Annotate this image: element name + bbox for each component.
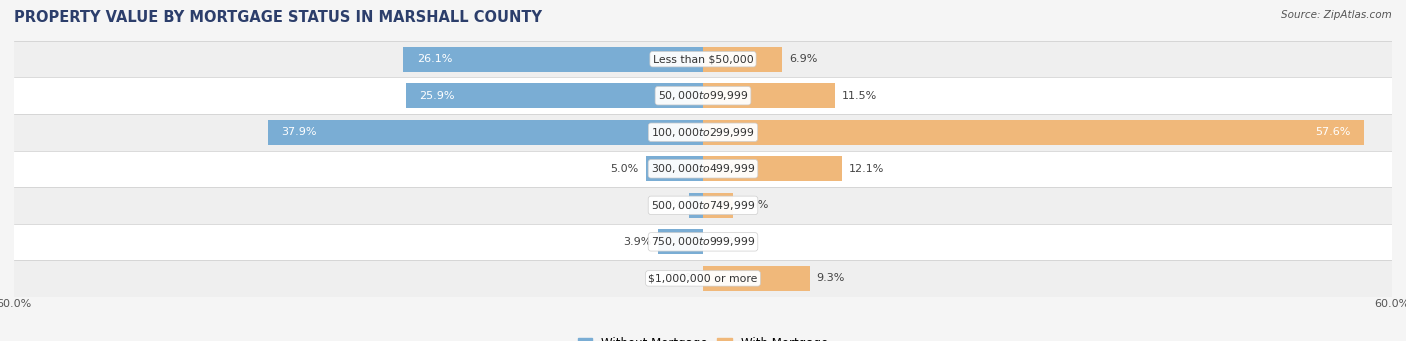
Text: 6.9%: 6.9% bbox=[789, 54, 817, 64]
Bar bbox=[658, 229, 703, 254]
Bar bbox=[703, 120, 1364, 145]
Bar bbox=[645, 157, 703, 181]
Text: $1,000,000 or more: $1,000,000 or more bbox=[648, 273, 758, 283]
Text: 12.1%: 12.1% bbox=[849, 164, 884, 174]
Text: 57.6%: 57.6% bbox=[1315, 127, 1351, 137]
Bar bbox=[14, 114, 1392, 150]
Text: Less than $50,000: Less than $50,000 bbox=[652, 54, 754, 64]
Text: $750,000 to $999,999: $750,000 to $999,999 bbox=[651, 235, 755, 248]
Text: 25.9%: 25.9% bbox=[419, 91, 456, 101]
Bar bbox=[703, 266, 810, 291]
Legend: Without Mortgage, With Mortgage: Without Mortgage, With Mortgage bbox=[574, 332, 832, 341]
Text: 11.5%: 11.5% bbox=[842, 91, 877, 101]
Text: 0.0%: 0.0% bbox=[668, 273, 696, 283]
Text: 9.3%: 9.3% bbox=[817, 273, 845, 283]
Text: 2.6%: 2.6% bbox=[740, 200, 768, 210]
Bar bbox=[14, 187, 1392, 224]
Bar bbox=[14, 150, 1392, 187]
Text: $300,000 to $499,999: $300,000 to $499,999 bbox=[651, 162, 755, 175]
Bar bbox=[703, 47, 782, 72]
Bar bbox=[703, 193, 733, 218]
Bar bbox=[267, 120, 703, 145]
Bar bbox=[703, 83, 835, 108]
Bar bbox=[14, 260, 1392, 297]
Text: 0.0%: 0.0% bbox=[710, 237, 738, 247]
Bar bbox=[703, 157, 842, 181]
Bar bbox=[689, 193, 703, 218]
Text: $50,000 to $99,999: $50,000 to $99,999 bbox=[658, 89, 748, 102]
Bar bbox=[14, 77, 1392, 114]
Bar bbox=[14, 224, 1392, 260]
Text: Source: ZipAtlas.com: Source: ZipAtlas.com bbox=[1281, 10, 1392, 20]
Text: 3.9%: 3.9% bbox=[623, 237, 651, 247]
Text: 37.9%: 37.9% bbox=[281, 127, 318, 137]
Text: PROPERTY VALUE BY MORTGAGE STATUS IN MARSHALL COUNTY: PROPERTY VALUE BY MORTGAGE STATUS IN MAR… bbox=[14, 10, 543, 25]
Bar bbox=[404, 47, 703, 72]
Text: $100,000 to $299,999: $100,000 to $299,999 bbox=[651, 126, 755, 139]
Bar bbox=[14, 41, 1392, 77]
Bar bbox=[405, 83, 703, 108]
Text: $500,000 to $749,999: $500,000 to $749,999 bbox=[651, 199, 755, 212]
Text: 5.0%: 5.0% bbox=[610, 164, 638, 174]
Text: 26.1%: 26.1% bbox=[418, 54, 453, 64]
Text: 1.2%: 1.2% bbox=[654, 200, 682, 210]
